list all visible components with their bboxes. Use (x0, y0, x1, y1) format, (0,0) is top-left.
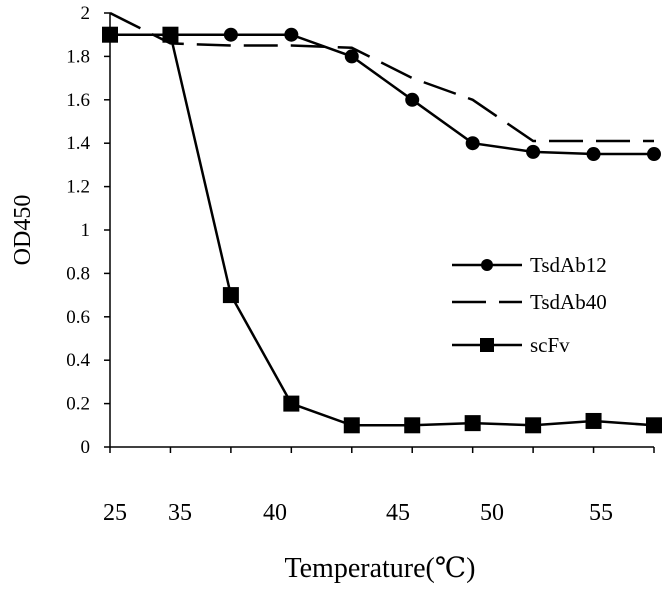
x-tick-label: 50 (480, 500, 504, 526)
y-tick-label: 1.6 (66, 90, 90, 111)
data-point-scfv (102, 27, 118, 43)
y-tick-label: 0.2 (66, 394, 90, 415)
series-line-tsdab12 (110, 35, 654, 154)
data-point-tsdab12 (405, 93, 419, 107)
data-point-scfv (344, 417, 360, 433)
y-tick-label: 1.2 (66, 177, 90, 198)
data-point-tsdab12 (466, 136, 480, 150)
y-tick-label: 0 (81, 437, 91, 458)
x-axis-ticks: 25 35 40 45 50 55 (103, 447, 654, 526)
y-tick-label: 1 (81, 220, 91, 241)
legend-label-tsdab12: TsdAb12 (530, 253, 607, 277)
data-point-tsdab12 (526, 145, 540, 159)
y-tick-label: 0.4 (66, 350, 90, 371)
data-point-tsdab12 (224, 28, 238, 42)
y-tick-label: 0.6 (66, 307, 90, 328)
data-point-scfv (465, 415, 481, 431)
data-point-tsdab12 (587, 147, 601, 161)
data-point-scfv (283, 396, 299, 412)
y-tick-label: 1.8 (66, 46, 90, 67)
x-tick-label: 55 (589, 500, 613, 526)
x-axis-title: Temperature(℃) (284, 553, 475, 584)
y-tick-label: 2 (81, 3, 91, 24)
y-axis-ticks: 0 0.2 0.4 0.6 0.8 1 1.2 1.4 1.6 1.8 2 (66, 3, 110, 458)
data-point-tsdab12 (284, 28, 298, 42)
data-point-scfv (525, 417, 541, 433)
legend: TsdAb12 TsdAb40 scFv (452, 253, 607, 357)
data-point-tsdab12 (647, 147, 661, 161)
x-tick-label: 40 (263, 500, 287, 526)
x-tick-label: 45 (386, 500, 410, 526)
legend-label-tsdab40: TsdAb40 (530, 290, 607, 314)
x-tick-label: 35 (168, 500, 192, 526)
data-point-scfv (404, 417, 420, 433)
legend-label-scfv: scFv (530, 333, 570, 357)
series-layer (102, 13, 662, 433)
data-point-scfv (646, 417, 662, 433)
y-axis-title: OD450 (10, 195, 36, 266)
series-line-scfv (110, 35, 654, 426)
x-tick-label: 25 (103, 500, 127, 526)
data-point-scfv (162, 27, 178, 43)
legend-marker-tsdab12 (481, 259, 493, 271)
y-tick-label: 0.8 (66, 263, 90, 284)
data-point-scfv (223, 287, 239, 303)
legend-marker-scfv (480, 338, 494, 352)
y-tick-label: 1.4 (66, 133, 90, 154)
data-point-scfv (586, 413, 602, 429)
